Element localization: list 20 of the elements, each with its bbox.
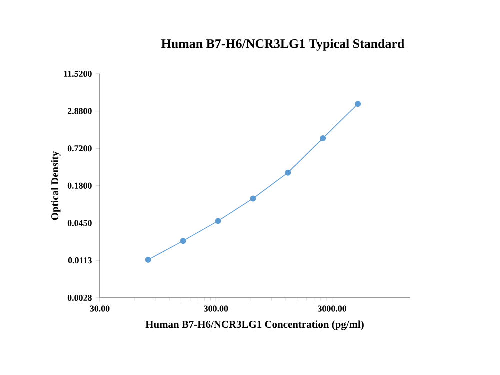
y-axis-title: Optical Density <box>51 151 61 220</box>
point <box>180 238 186 244</box>
point <box>320 135 326 142</box>
x-axis-title: Human B7-H6/NCR3LG1 Concentration (pg/ml) <box>146 320 364 330</box>
y-tick-label: 0.0028 <box>68 294 92 302</box>
point <box>355 101 362 108</box>
y-tick-label: 0.7200 <box>68 146 92 152</box>
y-tick-label: 11.5200 <box>64 70 92 78</box>
y-tick-label: 2.8800 <box>68 108 92 114</box>
chart-title: Human B7-H6/NCR3LG1 Typical Standard <box>162 39 405 51</box>
x-tick-label: 300.00 <box>204 306 228 312</box>
point <box>145 256 152 263</box>
y-tick-label: 0.0113 <box>68 258 92 264</box>
point <box>215 218 222 224</box>
y-tick-label: 0.0450 <box>68 220 92 226</box>
x-tick-label: 3000.00 <box>318 306 347 312</box>
y-tick-label: 0.1800 <box>68 182 92 189</box>
x-tick-label: 30.00 <box>90 306 110 312</box>
point <box>285 170 292 176</box>
point <box>250 196 256 202</box>
